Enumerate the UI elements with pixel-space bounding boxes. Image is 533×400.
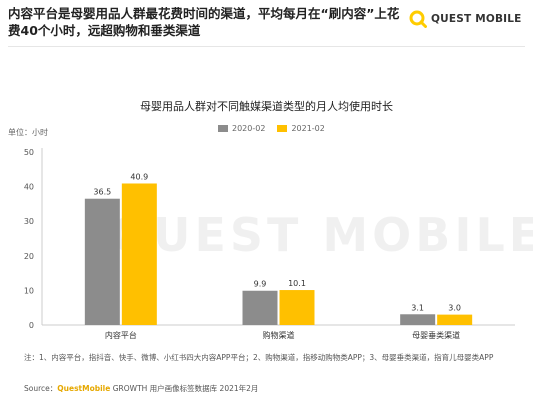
source-brand: QuestMobile [57, 384, 111, 393]
legend-swatch-2020 [218, 125, 228, 132]
footnote: 注：1、内容平台，指抖音、快手、微博、小红书四大内容APP平台；2、购物渠道，指… [24, 353, 494, 362]
chart-legend: 2020-02 2021-02 [218, 124, 337, 133]
y-tick-label: 20 [24, 252, 34, 261]
source-prefix: Source： [24, 384, 58, 393]
bar-2021 [279, 290, 315, 325]
chart-title: 母婴用品人群对不同触媒渠道类型的月人均使用时长 [140, 100, 393, 113]
legend-item-2020: 2020-02 [218, 124, 265, 133]
legend-swatch-2021 [277, 125, 288, 132]
header-divider [8, 46, 525, 47]
bar-value-label: 3.0 [448, 304, 461, 313]
y-tick-label: 50 [24, 148, 34, 157]
logo-text: QUEST MOBILE [431, 13, 522, 25]
quest-mobile-logo: QUEST MOBILE [409, 8, 522, 30]
bar-value-label: 3.1 [411, 303, 424, 312]
legend-label-2020: 2020-02 [232, 124, 266, 133]
quest-mobile-logo-icon [409, 10, 427, 28]
x-category-label: 母婴垂类渠道 [412, 330, 460, 340]
y-tick-label: 10 [24, 286, 34, 295]
y-tick-label: 0 [29, 321, 34, 330]
x-category-label: 购物渠道 [263, 330, 295, 340]
watermark: QUEST MOBILE [110, 208, 533, 262]
bar-2021 [121, 183, 157, 325]
page-headline: 内容平台是母婴用品人群最花费时间的渠道，平均每月在“刷内容”上花费40个小时，远… [8, 6, 400, 38]
bar-2020 [242, 290, 278, 325]
bar-value-label: 36.5 [93, 188, 111, 197]
y-tick-label: 30 [24, 217, 34, 226]
bar-value-label: 9.9 [254, 280, 267, 289]
bar-value-label: 40.9 [130, 172, 148, 181]
bar-2021 [437, 314, 473, 325]
bar-2020 [400, 314, 436, 325]
bar-2020 [84, 198, 120, 325]
legend-item-2021: 2021-02 [277, 124, 325, 133]
y-tick-label: 40 [24, 183, 34, 192]
unit-label: 单位：小时 [8, 128, 48, 137]
bar-value-label: 10.1 [288, 279, 306, 288]
source-line: Source：QuestMobile GROWTH 用户画像标签数据库 2021… [24, 383, 258, 394]
x-category-label: 内容平台 [105, 330, 137, 340]
source-detail: GROWTH 用户画像标签数据库 2021年2月 [110, 384, 259, 393]
legend-label-2021: 2021-02 [291, 124, 325, 133]
